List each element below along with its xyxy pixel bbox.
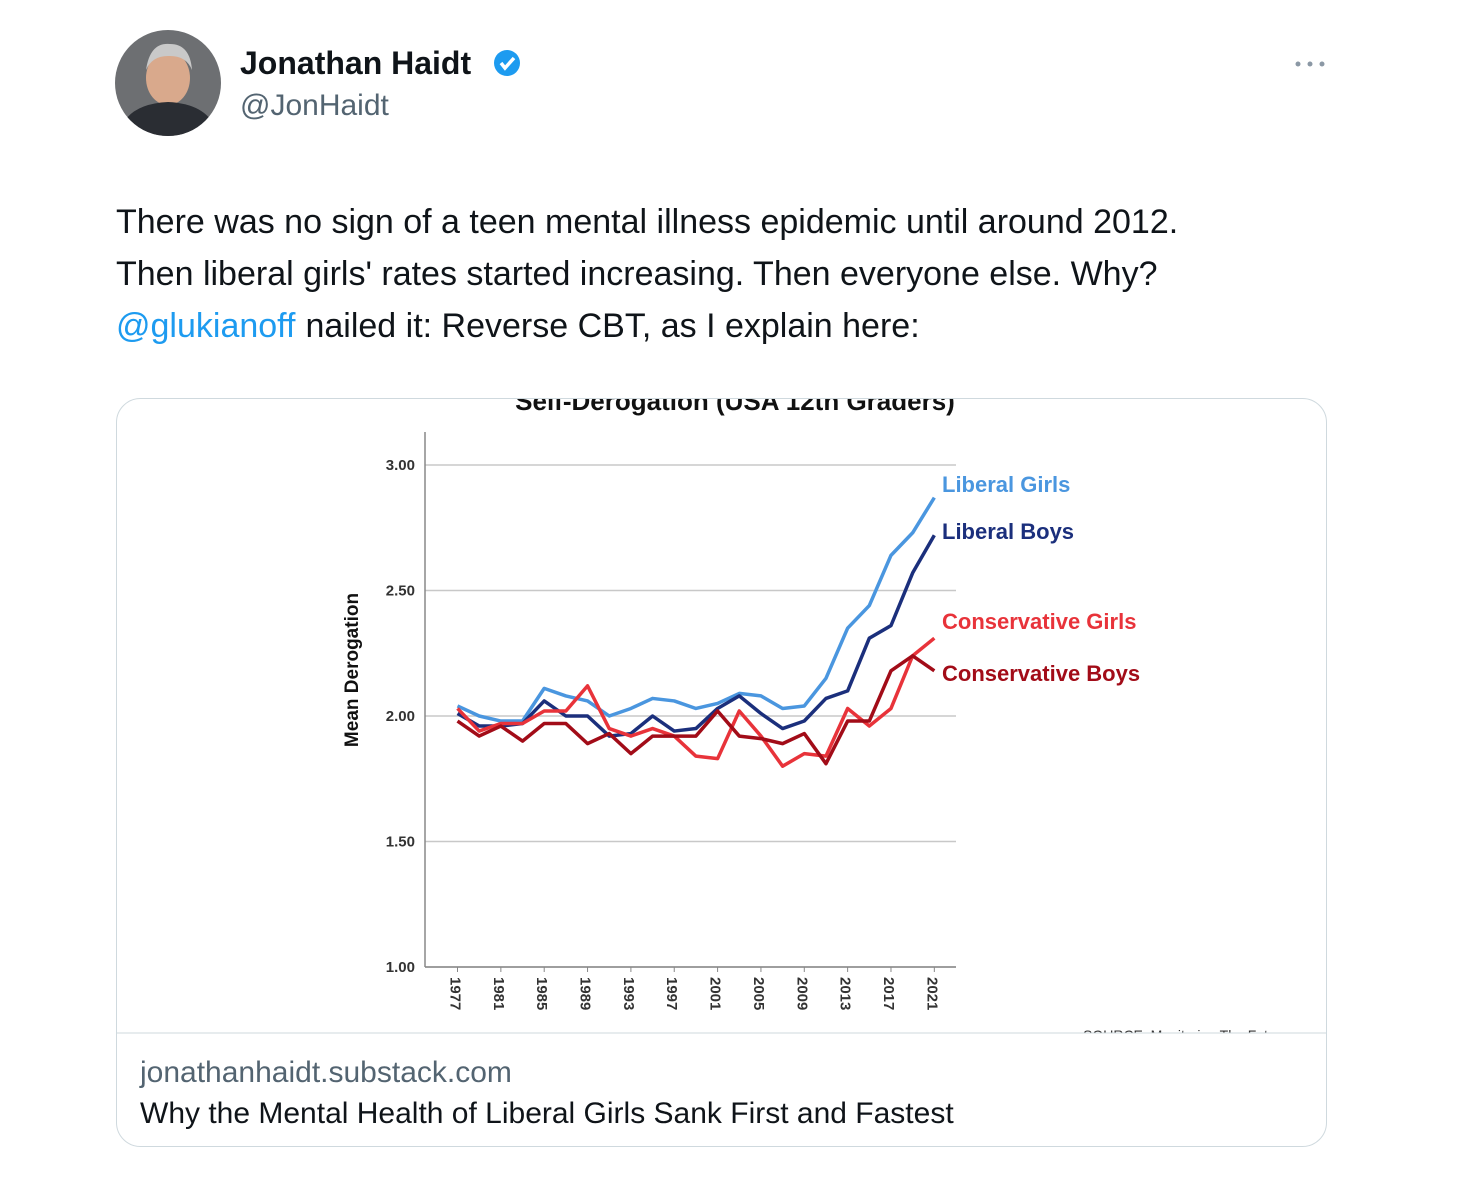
series-line: [456, 496, 936, 723]
series-label: Conservative Boys: [942, 661, 1140, 686]
x-tick-label: 2013: [837, 977, 854, 1010]
card-title[interactable]: Why the Mental Health of Liberal Girls S…: [140, 1097, 954, 1130]
mention-link[interactable]: @glukianoff: [116, 307, 296, 345]
x-tick-label: 1981: [490, 977, 507, 1010]
more-menu[interactable]: [1295, 61, 1325, 67]
x-tick-label: 2001: [707, 977, 724, 1010]
y-axis-label: Mean Derogation: [342, 593, 363, 747]
verified-badge: [494, 50, 520, 76]
x-tick-label: 1989: [577, 977, 594, 1010]
series-label: Liberal Girls: [942, 472, 1070, 497]
author-name[interactable]: Jonathan Haidt: [240, 45, 471, 81]
y-tick-label: 1.50: [386, 834, 415, 851]
series-line: [456, 636, 936, 768]
tweet-text-line: @glukianoff nailed it: Reverse CBT, as I …: [116, 307, 920, 345]
x-tick-label: 1977: [447, 977, 464, 1010]
series-line: [456, 534, 936, 738]
y-tick-label: 1.00: [386, 959, 415, 976]
series-label: Conservative Girls: [942, 609, 1136, 634]
y-tick-label: 2.00: [386, 708, 415, 725]
chart-title: Self-Derogation (USA 12th Graders): [515, 386, 955, 416]
x-tick-label: 2005: [750, 977, 767, 1010]
tweet-text-line: Then liberal girls' rates started increa…: [116, 255, 1157, 293]
y-tick-label: 2.50: [386, 583, 415, 600]
x-tick-label: 2009: [793, 977, 810, 1010]
tweet-text-line: There was no sign of a teen mental illne…: [116, 203, 1178, 241]
author-handle[interactable]: @JonHaidt: [240, 89, 390, 122]
avatar[interactable]: [115, 30, 221, 136]
chart: Self-Derogation (USA 12th Graders) SOURCE…: [342, 386, 1288, 1043]
series-label: Liberal Boys: [942, 519, 1074, 544]
y-tick-label: 3.00: [386, 457, 415, 474]
chart-source: SOURCE: Monitoring The Future: [1083, 1027, 1288, 1043]
series-line: [456, 654, 936, 766]
tweet-text: nailed it: Reverse CBT, as I explain her…: [305, 307, 919, 345]
x-tick-label: 2021: [923, 977, 940, 1010]
x-tick-label: 1997: [663, 977, 680, 1010]
x-tick-label: 2017: [880, 977, 897, 1010]
x-tick-label: 1985: [533, 977, 550, 1010]
card-domain[interactable]: jonathanhaidt.substack.com: [139, 1056, 512, 1089]
x-tick-label: 1993: [620, 977, 637, 1010]
link-card[interactable]: [116, 398, 1327, 1147]
